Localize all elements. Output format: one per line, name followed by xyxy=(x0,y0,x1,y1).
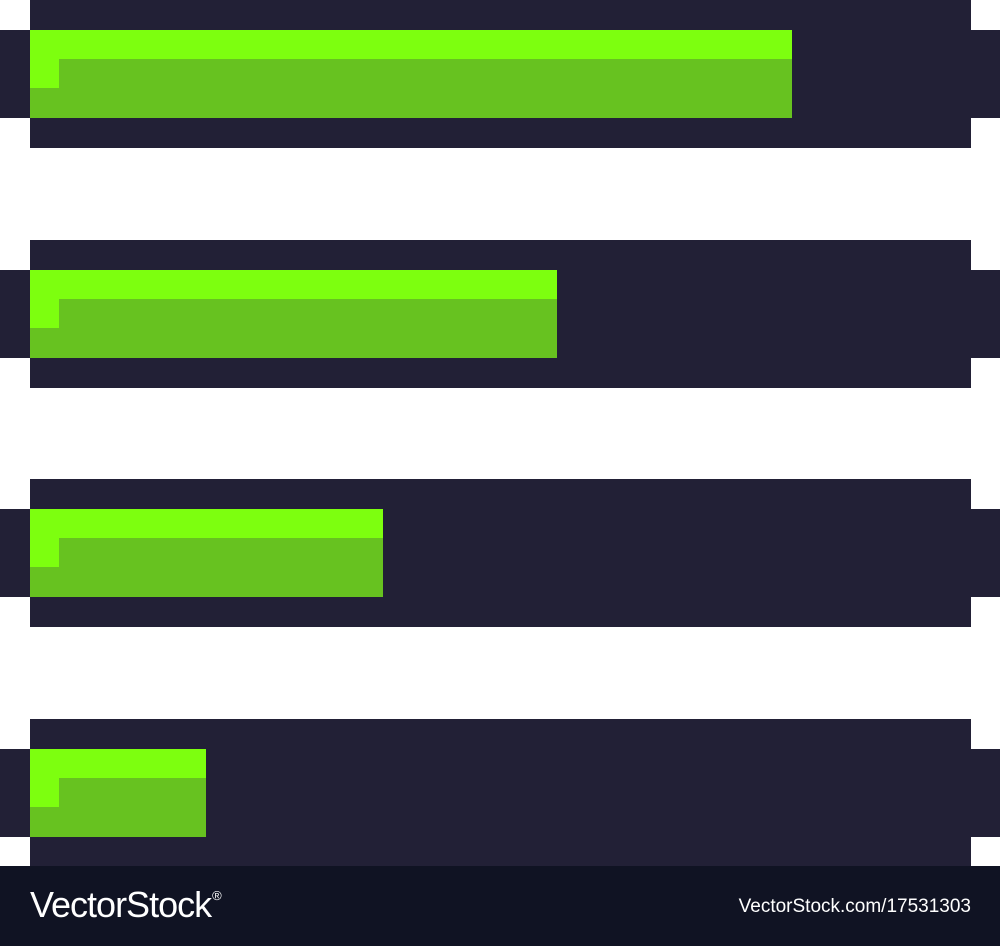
registered-mark: ® xyxy=(212,888,222,903)
progress-bar-cap-right xyxy=(971,30,1000,118)
progress-bar-4 xyxy=(0,719,1000,867)
progress-fill-highlight-corner xyxy=(30,538,59,567)
progress-fill-highlight xyxy=(30,270,557,299)
progress-bar-2 xyxy=(0,240,1000,388)
progress-bar-cap-right xyxy=(971,509,1000,597)
progress-fill-highlight-corner xyxy=(30,778,59,807)
progress-fill-highlight-corner xyxy=(30,299,59,328)
vectorstock-logo: VectorStock® xyxy=(30,884,222,926)
progress-bar-fill xyxy=(30,509,383,597)
progress-bar-cap-right xyxy=(971,270,1000,358)
progress-bar-fill xyxy=(30,270,557,358)
progress-fill-highlight xyxy=(30,509,383,538)
progress-fill-highlight xyxy=(30,30,792,59)
watermark-footer: VectorStock® VectorStock.com/17531303 xyxy=(0,866,1000,946)
progress-bar-cap-right xyxy=(971,749,1000,837)
logo-text: VectorStock xyxy=(30,884,212,925)
progress-fill-highlight xyxy=(30,749,206,778)
progress-bar-fill xyxy=(30,749,206,837)
progress-bar-cap-left xyxy=(0,509,30,597)
progress-fill-highlight-corner xyxy=(30,59,59,88)
progress-bar-cap-left xyxy=(0,270,30,358)
progress-bar-1 xyxy=(0,0,1000,148)
progress-bar-fill xyxy=(30,30,792,118)
progress-bar-cap-left xyxy=(0,749,30,837)
image-url: VectorStock.com/17531303 xyxy=(738,896,971,917)
progress-bar-cap-left xyxy=(0,30,30,118)
progress-bar-3 xyxy=(0,479,1000,627)
